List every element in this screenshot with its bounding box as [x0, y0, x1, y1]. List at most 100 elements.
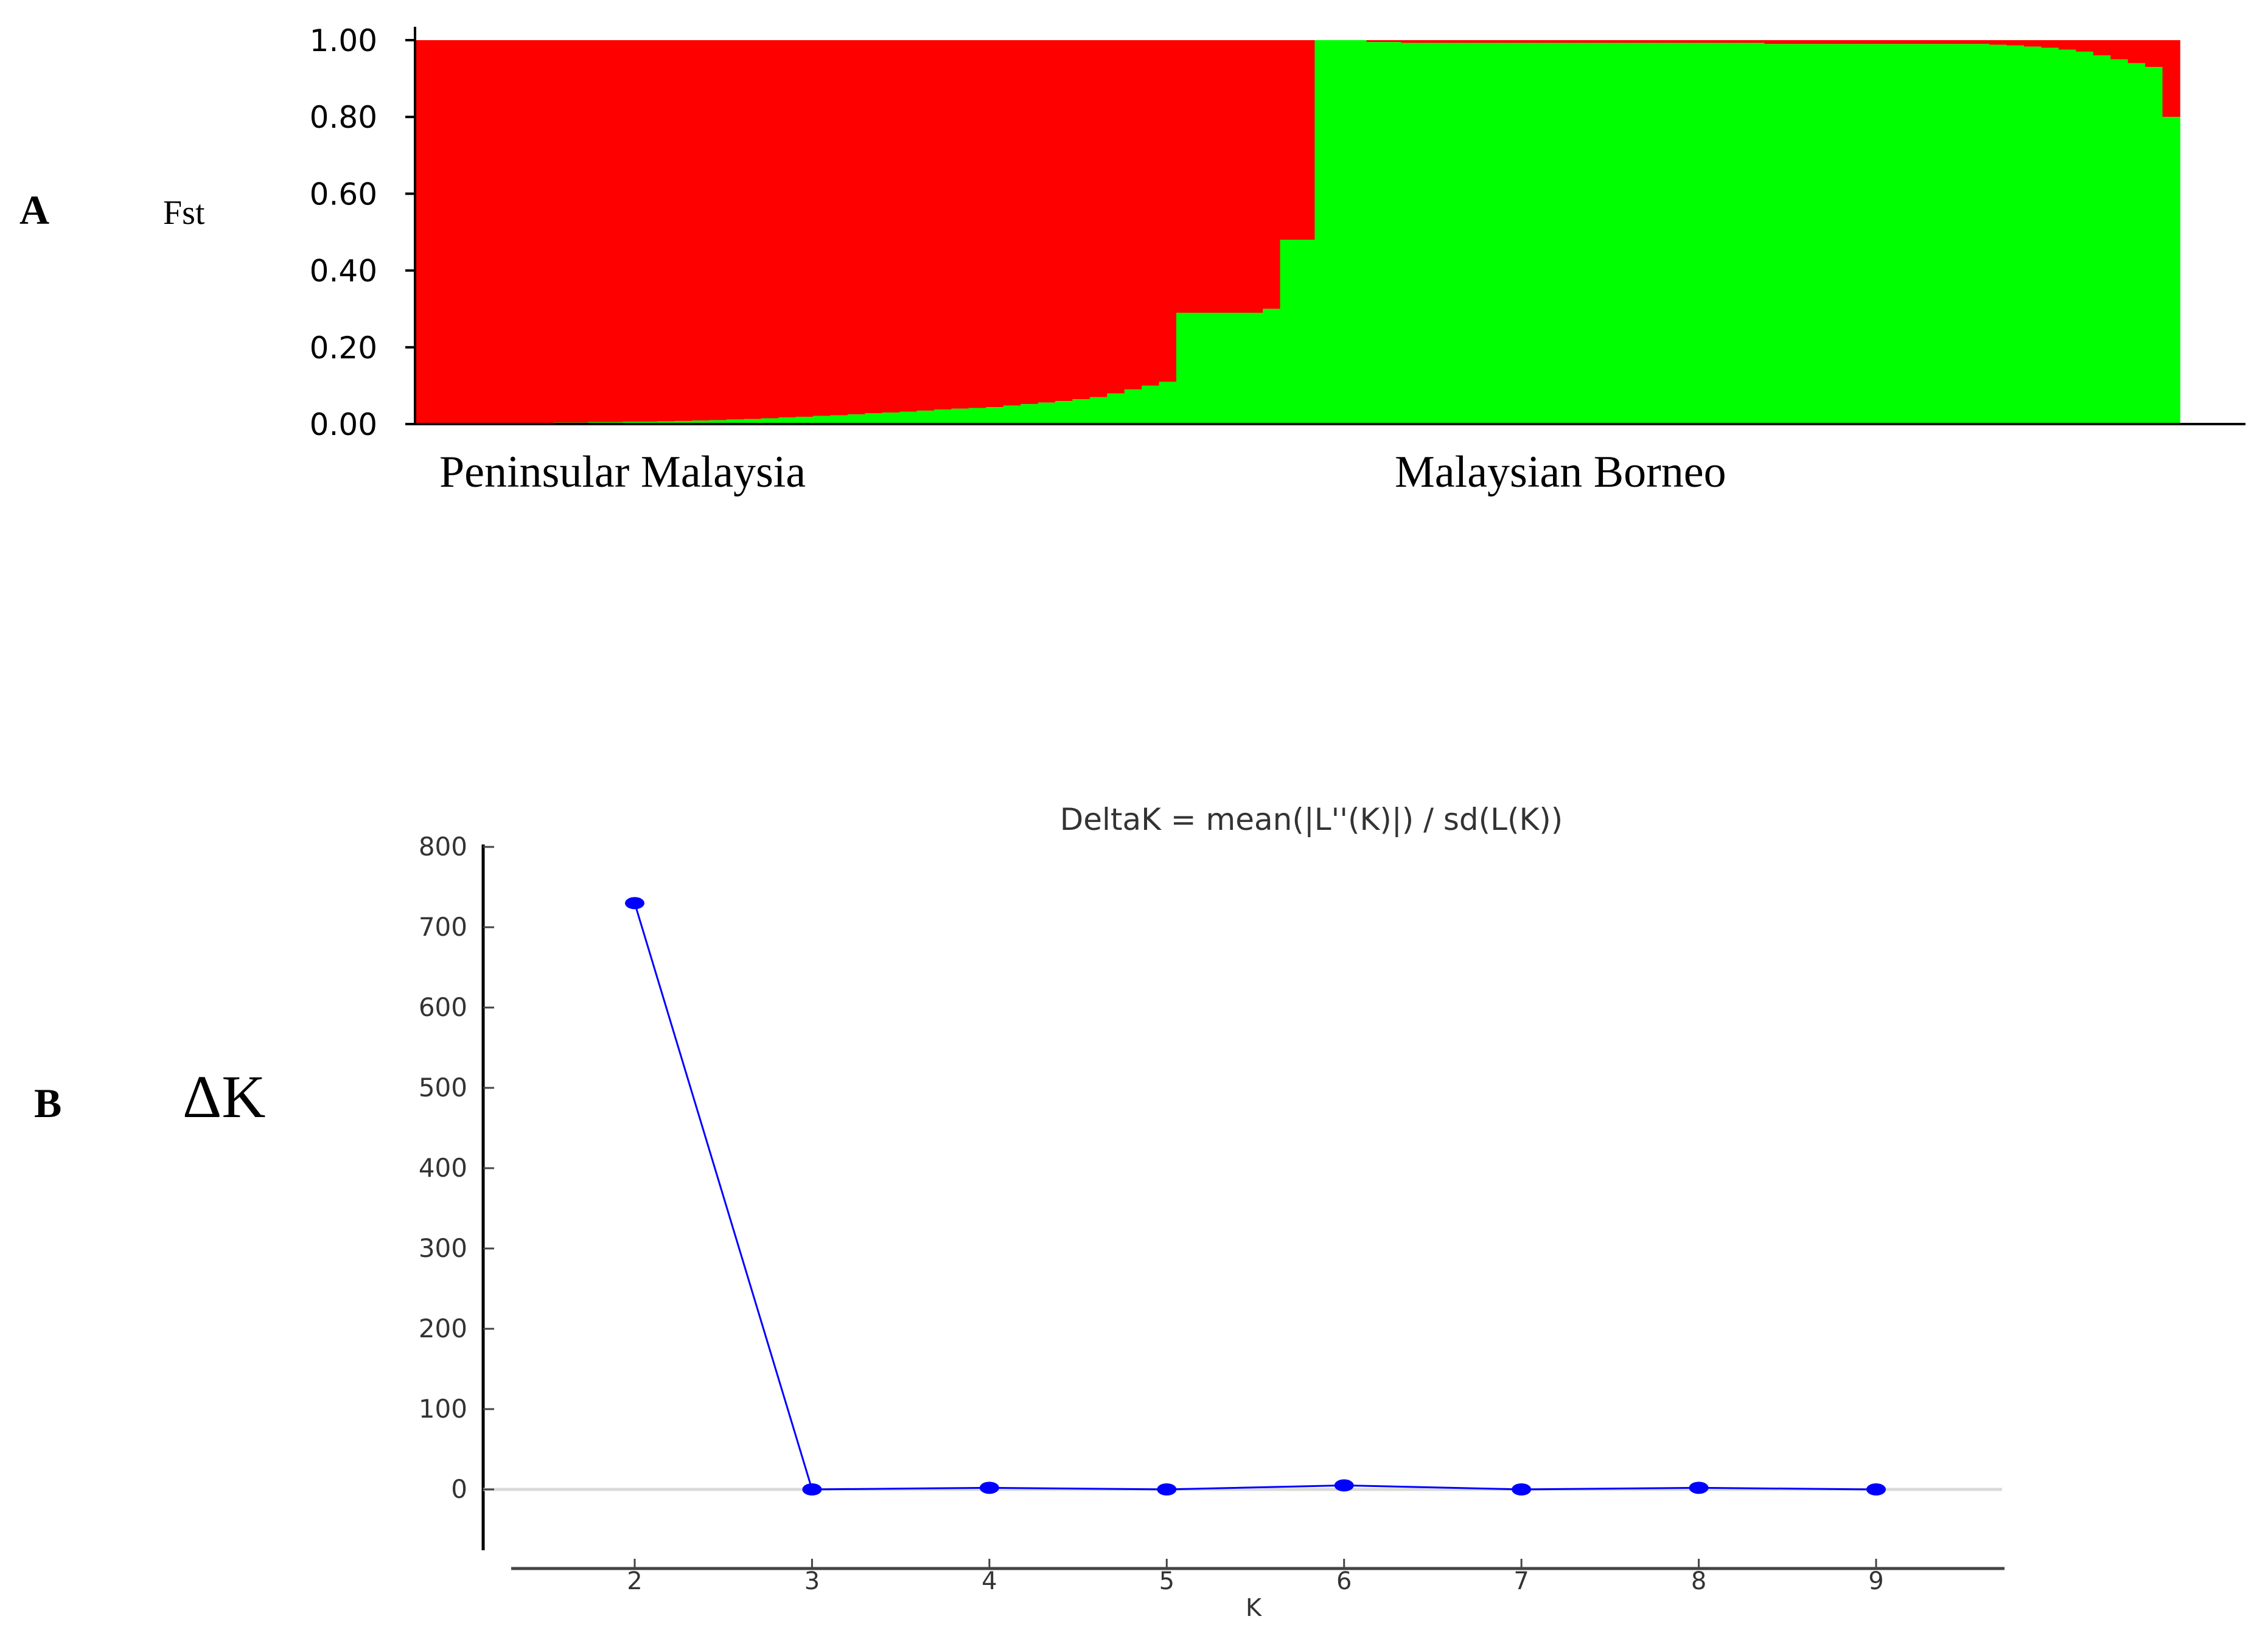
- cluster-1-segment: [1712, 40, 1731, 43]
- cluster-2-segment: [830, 415, 848, 424]
- cluster-2-segment: [2006, 45, 2025, 424]
- panel-b-y-axis-label: ΔK: [183, 1063, 266, 1130]
- cluster-2-segment: [2076, 51, 2094, 425]
- panel-b-title: DeltaK = mean(|L''(K)|) / sd(L(K)): [1060, 802, 1563, 837]
- cluster-1-segment: [2145, 40, 2163, 68]
- cluster-2-segment: [1643, 43, 1661, 425]
- cluster-1-segment: [1263, 40, 1281, 309]
- cluster-2-segment: [1868, 44, 1886, 424]
- cluster-1-segment: [501, 40, 520, 424]
- panel-b-x-axis-label: K: [1246, 1594, 1263, 1622]
- deltak-point: [979, 1482, 999, 1494]
- cluster-2-segment: [1712, 43, 1731, 425]
- x-tick-label: 4: [982, 1567, 997, 1595]
- deltak-point: [1512, 1483, 1532, 1495]
- cluster-1-segment: [951, 40, 969, 409]
- cluster-1-segment: [761, 40, 779, 419]
- cluster-1-segment: [795, 40, 814, 417]
- cluster-2-segment: [2145, 67, 2163, 425]
- cluster-2-segment: [1505, 43, 1523, 425]
- cluster-1-segment: [2006, 40, 2025, 46]
- panel-a-admixture-chart: A Fst 0.00 0.20 0.40 0.60 0.80 1.00 Peninsula…: [19, 23, 2245, 497]
- cluster-2-segment: [1384, 42, 1402, 424]
- cluster-1-segment: [2110, 40, 2129, 60]
- cluster-1-segment: [536, 40, 554, 424]
- cluster-1-segment: [1159, 40, 1177, 382]
- cluster-2-segment: [1245, 313, 1263, 424]
- y-tick-label: 200: [419, 1314, 467, 1343]
- cluster-1-segment: [1384, 40, 1402, 43]
- cluster-1-segment: [1972, 40, 1991, 44]
- cluster-2-segment: [1799, 44, 1817, 424]
- cluster-2-segment: [986, 407, 1004, 424]
- cluster-2-segment: [657, 421, 675, 424]
- cluster-1-segment: [1557, 40, 1575, 43]
- cluster-2-segment: [795, 417, 814, 424]
- cluster-2-segment: [951, 408, 969, 424]
- cluster-2-segment: [1851, 44, 1869, 424]
- cluster-1-segment: [1366, 40, 1384, 43]
- cluster-2-segment: [882, 413, 900, 424]
- cluster-1-segment: [1747, 40, 1765, 43]
- y-tick-label: 500: [419, 1073, 467, 1102]
- cluster-1-segment: [1453, 40, 1471, 43]
- cluster-1-segment: [553, 40, 571, 423]
- cluster-2-segment: [1349, 40, 1367, 424]
- cluster-1-segment: [1695, 40, 1714, 43]
- cluster-2-segment: [1003, 405, 1021, 424]
- cluster-2-segment: [812, 416, 831, 424]
- cluster-1-segment: [1661, 40, 1679, 43]
- cluster-2-segment: [1436, 43, 1454, 425]
- cluster-1-segment: [1782, 40, 1800, 44]
- cluster-1-segment: [674, 40, 693, 421]
- cluster-2-segment: [1540, 43, 1558, 425]
- cluster-2-segment: [1764, 44, 1782, 424]
- cluster-2-segment: [1159, 381, 1177, 424]
- y-tick-label: 0.80: [310, 100, 377, 135]
- cluster-2-segment: [899, 411, 918, 424]
- deltak-point: [802, 1483, 822, 1495]
- cluster-1-segment: [1089, 40, 1108, 397]
- cluster-1-segment: [830, 40, 848, 416]
- cluster-2-segment: [1401, 43, 1419, 425]
- cluster-1-segment: [1920, 40, 1938, 44]
- cluster-1-segment: [449, 40, 468, 424]
- y-tick-label: 0.60: [310, 176, 377, 212]
- cluster-1-segment: [1487, 40, 1506, 43]
- cluster-2-segment: [1107, 393, 1125, 424]
- cluster-1-segment: [2127, 40, 2146, 63]
- cluster-1-segment: [1003, 40, 1021, 406]
- x-tick-label: 2: [627, 1567, 642, 1595]
- cluster-1-segment: [484, 40, 502, 424]
- cluster-2-segment: [2162, 117, 2180, 424]
- cluster-2-segment: [1522, 43, 1540, 425]
- cluster-1-segment: [2162, 40, 2180, 117]
- cluster-1-segment: [899, 40, 918, 412]
- deltak-point: [625, 897, 644, 910]
- deltak-point: [1689, 1482, 1709, 1494]
- y-tick-label: 400: [419, 1153, 467, 1183]
- cluster-2-segment: [916, 410, 935, 424]
- cluster-2-segment: [674, 420, 693, 424]
- cluster-1-segment: [1816, 40, 1835, 44]
- cluster-1-segment: [605, 40, 623, 422]
- cluster-1-segment: [2076, 40, 2094, 52]
- deltak-line: [633, 902, 1877, 1491]
- cluster-2-segment: [1470, 43, 1488, 425]
- cluster-1-segment: [2041, 40, 2059, 48]
- x-tick-label: 3: [804, 1567, 820, 1595]
- cluster-1-segment: [1176, 40, 1195, 313]
- cluster-1-segment: [1505, 40, 1523, 43]
- cluster-1-segment: [1643, 40, 1661, 43]
- deltak-point: [1157, 1483, 1177, 1495]
- cluster-2-segment: [1142, 385, 1160, 424]
- cluster-2-segment: [1661, 43, 1679, 425]
- cluster-1-segment: [2058, 40, 2077, 50]
- cluster-2-segment: [744, 419, 762, 424]
- cluster-1-segment: [2093, 40, 2112, 56]
- cluster-2-segment: [1834, 44, 1852, 424]
- cluster-1-segment: [1055, 40, 1073, 402]
- cluster-1-segment: [1903, 40, 1921, 44]
- panel-b-letter: B: [34, 1080, 61, 1126]
